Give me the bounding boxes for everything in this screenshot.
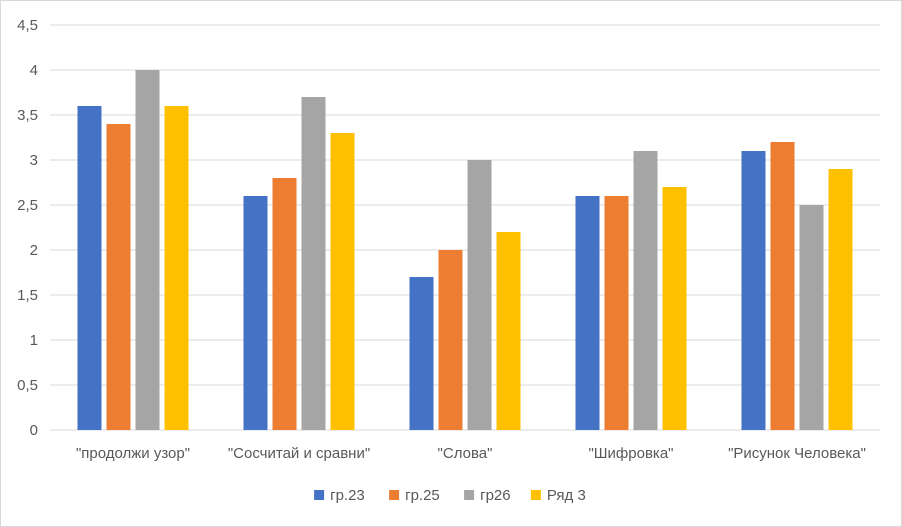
y-tick-label: 0,5 <box>17 377 38 394</box>
legend-label: Ряд 3 <box>547 487 586 504</box>
legend-label: гр.25 <box>405 487 440 504</box>
x-category-label: "Сосчитай и сравни" <box>228 445 370 462</box>
bar <box>770 142 795 430</box>
bar <box>301 97 326 430</box>
y-tick-label: 0 <box>30 422 38 439</box>
y-tick-label: 1 <box>30 332 38 349</box>
bar <box>799 205 824 430</box>
legend-label: гр.23 <box>330 487 365 504</box>
bar <box>575 196 600 430</box>
bar <box>438 250 463 430</box>
x-axis-category-labels: "продолжи узор" "Сосчитай и сравни" "Слова… <box>76 445 866 462</box>
bar <box>330 133 355 430</box>
bars <box>77 70 853 430</box>
y-tick-label: 4,5 <box>17 17 38 34</box>
y-tick-label: 4 <box>30 62 38 79</box>
x-category-label: "Слова" <box>438 445 493 462</box>
bar <box>106 124 131 430</box>
y-tick-label: 3 <box>30 152 38 169</box>
bar <box>467 160 492 430</box>
legend-swatch <box>464 490 475 500</box>
bar <box>633 151 658 430</box>
legend-swatch <box>530 490 541 500</box>
bar <box>662 187 687 430</box>
bar <box>135 70 160 430</box>
x-category-label: "Рисунок Человека" <box>728 445 866 462</box>
y-tick-label: 1,5 <box>17 287 38 304</box>
bar <box>604 196 629 430</box>
bar <box>164 106 189 430</box>
y-tick-label: 2,5 <box>17 197 38 214</box>
bar <box>828 169 853 430</box>
legend-swatch <box>389 490 400 500</box>
legend-swatch <box>314 490 325 500</box>
bar <box>496 232 521 430</box>
y-tick-label: 3,5 <box>17 107 38 124</box>
y-axis-tick-labels: 0 0,5 1 1,5 2 2,5 3 3,5 4 4,5 <box>17 17 38 439</box>
legend-label: гр26 <box>480 487 511 504</box>
y-tick-label: 2 <box>30 242 38 259</box>
bar <box>272 178 297 430</box>
x-category-label: "Шифровка" <box>588 445 673 462</box>
legend: гр.23 гр.25 гр26 Ряд 3 <box>314 487 586 504</box>
bar <box>77 106 102 430</box>
bar <box>409 277 434 430</box>
bar <box>741 151 766 430</box>
x-category-label: "продолжи узор" <box>76 445 190 462</box>
bar <box>243 196 268 430</box>
